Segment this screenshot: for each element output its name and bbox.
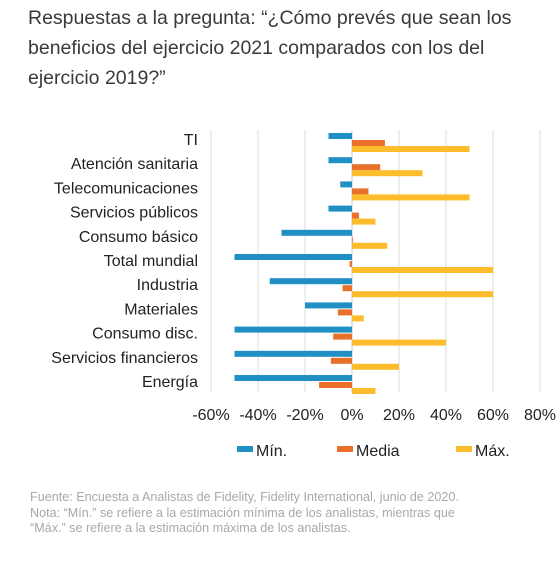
bar-max [352, 170, 423, 177]
bar-media [352, 236, 353, 243]
bar-media [333, 333, 352, 340]
category-label: Consumo básico [79, 229, 198, 246]
category-label: Industria [137, 277, 198, 294]
bar-min [234, 326, 352, 333]
bar-min [305, 302, 352, 309]
bar-min [269, 278, 352, 285]
legend-swatch [456, 446, 472, 452]
chart-title: Respuestas a la pregunta: “¿Cómo prevés … [28, 7, 512, 89]
bar-max [352, 339, 446, 346]
bar-max [352, 194, 470, 201]
x-tick-label: 20% [383, 407, 415, 424]
legend-label: Mín. [256, 443, 287, 460]
bar-max [352, 291, 493, 298]
category-labels: TI Atención sanitaria Telecomunicaciones Se… [51, 132, 198, 391]
legend-swatch [337, 446, 353, 452]
bar-chart: TI Atención sanitaria Telecomunicaciones Se… [51, 130, 556, 460]
category-label: Materiales [124, 301, 198, 318]
x-tick-labels: -60% -40% -20% 0% 20% 40% 60% 80% [192, 407, 556, 424]
bar-min [234, 350, 352, 357]
bar-media [337, 309, 352, 316]
x-tick-label: 80% [524, 407, 556, 424]
bar-min [328, 205, 352, 212]
bar-min [234, 254, 352, 260]
bar-min [328, 133, 352, 139]
bar-media [352, 212, 360, 219]
bar-media [319, 382, 352, 388]
bar-max [352, 218, 376, 225]
legend-swatch [237, 446, 253, 452]
legend-label: Máx. [475, 443, 510, 460]
bar-max [352, 146, 470, 152]
bar-min [281, 229, 352, 236]
bar-max [352, 315, 364, 322]
footnote-note-continued: “Máx.” se refiere a la estimación máxima… [30, 521, 351, 535]
bar-max [352, 267, 493, 273]
bar-media [352, 164, 381, 171]
x-tick-label: -60% [192, 407, 229, 424]
footnote: Fuente: Encuesta a Analistas de Fidelity… [30, 490, 550, 537]
legend: Mín. Media Máx. [237, 443, 510, 460]
bar-min [328, 157, 352, 164]
bar-min [234, 375, 352, 381]
category-label: Energía [142, 374, 198, 391]
x-tick-label: 40% [430, 407, 462, 424]
footnote-note: Nota: “Mín.” se refiere a la estimación … [30, 505, 455, 520]
bar-max [352, 363, 399, 370]
bar-max [352, 242, 388, 249]
x-tick-label: 0% [340, 407, 363, 424]
bars [234, 133, 493, 394]
category-label: Consumo disc. [92, 326, 198, 343]
category-label: Servicios públicos [70, 205, 198, 222]
x-tick-label: -40% [239, 407, 276, 424]
legend-label: Media [356, 443, 400, 460]
bar-min [340, 181, 352, 188]
category-label: TI [184, 132, 198, 149]
category-label: Atención sanitaria [71, 156, 198, 173]
category-label: Total mundial [104, 253, 198, 270]
category-label: Telecomunicaciones [54, 180, 198, 197]
x-tick-label: 60% [477, 407, 509, 424]
bar-media [352, 140, 385, 146]
bar-media [352, 188, 369, 195]
bar-media [330, 357, 352, 364]
bar-media [342, 285, 352, 292]
x-tick-label: -20% [286, 407, 323, 424]
bar-max [352, 388, 376, 394]
footnote-source: Fuente: Encuesta a Analistas de Fidelity… [30, 490, 459, 504]
category-label: Servicios financieros [51, 350, 198, 367]
bar-media [349, 261, 352, 267]
